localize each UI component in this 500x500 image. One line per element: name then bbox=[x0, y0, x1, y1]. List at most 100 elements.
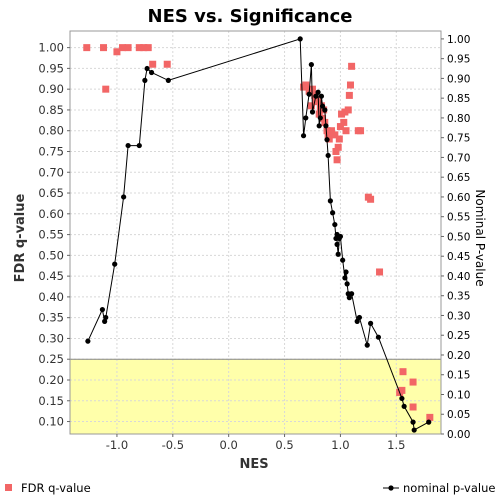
nominal-p-point bbox=[121, 194, 127, 200]
fdr-point bbox=[100, 44, 108, 52]
nominal-p-point bbox=[340, 257, 346, 263]
nominal-p-point bbox=[364, 342, 370, 348]
y-right-tick-label: 0.05 bbox=[447, 409, 470, 421]
y-left-tick-label: 0.85 bbox=[38, 103, 64, 117]
y-right-tick-label: 1.00 bbox=[447, 34, 470, 46]
x-tick-label: 1.0 bbox=[331, 438, 349, 452]
nominal-p-point bbox=[144, 65, 150, 72]
fdr-point bbox=[163, 60, 171, 68]
fdr-point bbox=[144, 44, 152, 52]
fdr-point bbox=[376, 268, 384, 276]
significance-band bbox=[70, 359, 441, 434]
nominal-p-point bbox=[401, 403, 407, 409]
fdr-point bbox=[323, 127, 331, 135]
fdr-point bbox=[321, 118, 329, 126]
plot-area: -1.0 -0.5 0.0 0.5 1.0 1.5 0.10 0.15 0.20 0.25 0.30… bbox=[38, 30, 470, 452]
y-right-tick-label: 0.75 bbox=[447, 133, 470, 145]
y-right-tick-label: 0.00 bbox=[447, 429, 470, 441]
x-tick-label: -1.0 bbox=[106, 438, 128, 452]
nominal-p-point bbox=[399, 395, 405, 402]
y-left-tick-label: 0.25 bbox=[38, 352, 64, 366]
y-right-tick-label: 0.90 bbox=[447, 73, 470, 85]
nominal-p-point bbox=[356, 314, 363, 321]
nominal-p-point bbox=[411, 427, 417, 433]
y-left-tick-label: 0.10 bbox=[38, 415, 64, 429]
nominal-p-point bbox=[342, 275, 348, 281]
y-right-tick-label: 0.35 bbox=[447, 291, 470, 303]
y-left-tick-label: 0.60 bbox=[38, 207, 64, 221]
nominal-p-point bbox=[349, 291, 355, 297]
nominal-p-point bbox=[99, 306, 106, 313]
y-left-tick-label: 0.50 bbox=[38, 248, 64, 262]
y-left-tick-label: 0.70 bbox=[38, 165, 64, 179]
fdr-point bbox=[346, 81, 354, 89]
nominal-p-point bbox=[148, 69, 155, 76]
nominal-p-point bbox=[330, 210, 336, 216]
nominal-p-point bbox=[315, 89, 321, 95]
y-right-tick-label: 0.40 bbox=[447, 271, 470, 283]
fdr-point bbox=[332, 147, 340, 155]
y-left-tick-label: 0.80 bbox=[38, 124, 64, 138]
x-tick-label: 1.5 bbox=[387, 438, 405, 452]
nominal-p-point bbox=[343, 269, 349, 275]
y-axis-label-right: Nominal P-value bbox=[473, 189, 487, 286]
nominal-p-point bbox=[318, 93, 325, 99]
y-left-tick-label: 0.65 bbox=[38, 186, 64, 200]
nominal-p-point bbox=[308, 61, 314, 68]
fdr-point bbox=[149, 60, 157, 68]
fdr-point bbox=[135, 44, 143, 52]
y-left-tick-label: 0.15 bbox=[38, 394, 64, 408]
fdr-point bbox=[340, 118, 348, 126]
y-left-tick-label: 1.00 bbox=[38, 41, 64, 55]
y-right-tick-label: 0.50 bbox=[447, 231, 470, 243]
fdr-point bbox=[307, 102, 315, 110]
fdr-point bbox=[119, 44, 127, 52]
nominal-p-point bbox=[125, 142, 131, 149]
nominal-p-point bbox=[297, 36, 303, 42]
y-right-tick-label: 0.70 bbox=[447, 152, 470, 164]
y-left-tick-label: 0.95 bbox=[38, 61, 64, 75]
fdr-point bbox=[302, 81, 310, 89]
fdr-point bbox=[348, 62, 356, 70]
fdr-point bbox=[327, 127, 335, 135]
y-right-tick-label: 0.60 bbox=[447, 192, 470, 204]
nominal-p-point bbox=[322, 107, 328, 113]
nominal-p-point bbox=[102, 318, 108, 324]
fdr-point bbox=[342, 127, 350, 135]
legend-label-nominal: nominal p-value bbox=[403, 481, 495, 495]
nominal-p-point bbox=[319, 103, 326, 109]
nominal-p-point bbox=[306, 91, 312, 97]
fdr-point bbox=[335, 135, 343, 143]
nominal-p-point bbox=[324, 137, 330, 143]
y-right-tick-label: 0.30 bbox=[447, 310, 470, 322]
nominal-p-point bbox=[410, 419, 416, 425]
legend-marker-fdr bbox=[5, 484, 12, 491]
fdr-point bbox=[344, 106, 352, 114]
y-right-tick-label: 0.85 bbox=[447, 93, 470, 105]
y-right-tick-label: 0.80 bbox=[447, 113, 470, 125]
y-right-tick-label: 0.10 bbox=[447, 389, 470, 401]
y-right-tick-label: 0.95 bbox=[447, 54, 470, 66]
nominal-p-point bbox=[165, 77, 171, 83]
nominal-p-point bbox=[335, 251, 341, 257]
fdr-point bbox=[140, 44, 148, 52]
fdr-point bbox=[102, 85, 110, 93]
y-right-tick-label: 0.20 bbox=[447, 350, 470, 362]
fdr-point bbox=[409, 403, 417, 411]
y-left-tick-label: 0.35 bbox=[38, 311, 64, 325]
y-left-tick-label: 0.55 bbox=[38, 228, 64, 242]
legend-label-fdr: FDR q-value bbox=[21, 481, 91, 495]
nominal-p-point bbox=[300, 133, 307, 139]
nominal-p-point bbox=[313, 93, 319, 99]
x-tick-label: 0.5 bbox=[275, 438, 293, 452]
fdr-point bbox=[334, 143, 342, 151]
nominal-p-point bbox=[85, 338, 91, 344]
fdr-point bbox=[426, 413, 434, 421]
x-tick-label: -0.5 bbox=[162, 438, 184, 452]
y-right-tick-label: 0.55 bbox=[447, 212, 470, 224]
y-right-tick-label: 0.15 bbox=[447, 370, 470, 382]
nominal-p-point bbox=[426, 419, 432, 425]
fdr-point bbox=[333, 156, 341, 164]
